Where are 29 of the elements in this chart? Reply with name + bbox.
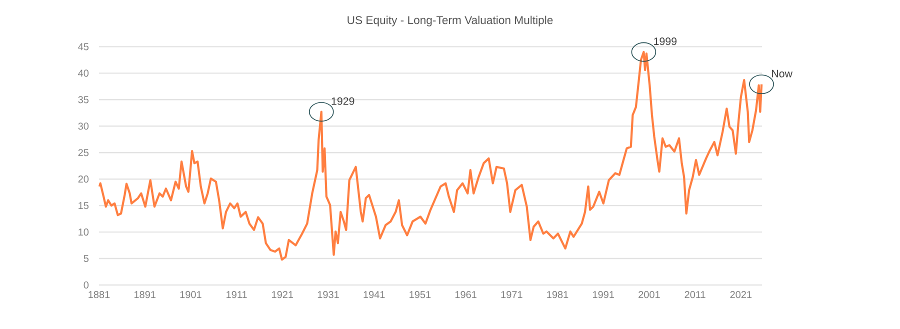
x-tick-label: 2001 xyxy=(638,291,660,298)
y-tick-label: 15 xyxy=(78,202,89,210)
y-tick-label: 35 xyxy=(78,96,89,104)
y-tick-label: 25 xyxy=(78,149,89,156)
annotation: 1929 xyxy=(332,97,354,105)
x-tick-label: 1911 xyxy=(226,291,247,298)
annotation: 1999 xyxy=(654,38,677,46)
x-tick-label: 1981 xyxy=(547,291,568,298)
x-tick-label: 1951 xyxy=(410,291,431,298)
x-tick-label: 1891 xyxy=(134,291,156,298)
x-tick-label: 1881 xyxy=(88,291,110,298)
x-tick-label: 1901 xyxy=(180,291,202,298)
x-tick-label: 1941 xyxy=(364,291,385,298)
x-tick-label: 2021 xyxy=(730,291,752,298)
y-tick-label: 10 xyxy=(78,228,89,236)
y-tick-label: 40 xyxy=(78,70,89,77)
annotation: Now xyxy=(772,70,793,78)
chart-title: US Equity - Long-Term Valuation Multiple xyxy=(348,16,553,26)
y-tick-label: 5 xyxy=(84,255,89,262)
x-tick-label: 1971 xyxy=(501,291,522,298)
x-tick-label: 1991 xyxy=(592,291,614,298)
y-tick-label: 20 xyxy=(78,176,89,183)
y-tick-label: 30 xyxy=(78,122,89,130)
x-tick-label: 1931 xyxy=(318,291,339,298)
x-tick-label: 1961 xyxy=(455,291,476,298)
y-tick-label: 45 xyxy=(78,43,89,50)
x-tick-label: 1921 xyxy=(272,291,294,298)
y-tick-label: 0 xyxy=(84,281,89,289)
x-tick-label: 2011 xyxy=(684,291,706,298)
